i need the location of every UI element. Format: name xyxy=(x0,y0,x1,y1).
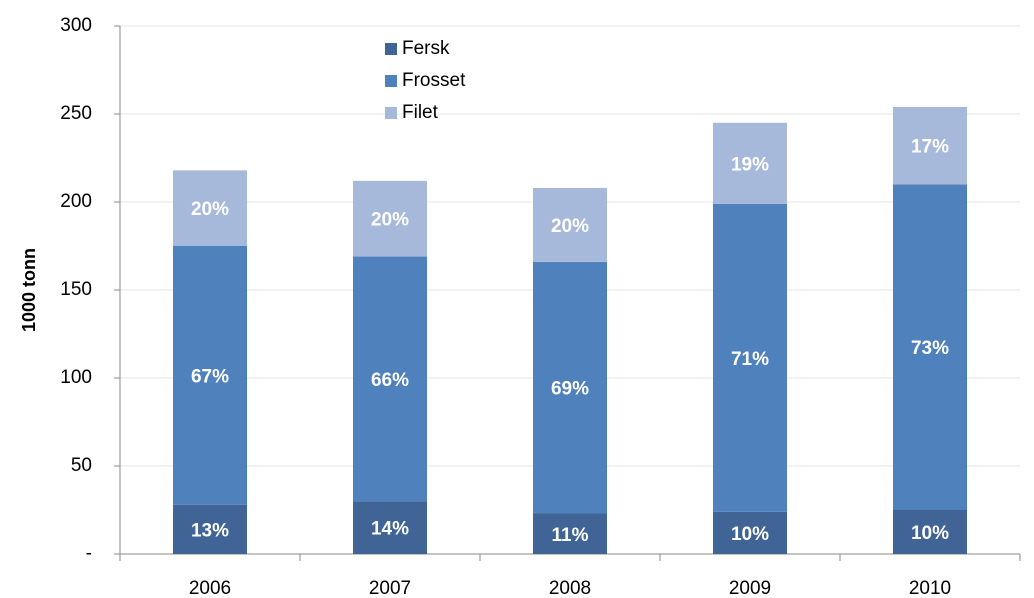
value-label: 10% xyxy=(731,524,769,545)
value-label: 73% xyxy=(911,338,949,359)
legend-label: Filet xyxy=(402,102,439,123)
x-tick-label: 2007 xyxy=(369,578,411,598)
bar-segment xyxy=(533,513,607,554)
value-label: 10% xyxy=(911,523,949,544)
legend-swatch xyxy=(385,107,397,119)
bar-segment xyxy=(353,256,427,502)
value-label: 20% xyxy=(371,210,409,231)
y-tick-label: 100 xyxy=(60,367,92,388)
bar-segment xyxy=(893,106,967,185)
bar-segment xyxy=(353,501,427,554)
value-label: 66% xyxy=(371,370,409,391)
bar-segment xyxy=(533,187,607,262)
y-tick-label: 300 xyxy=(60,15,92,36)
x-tick-label: 2009 xyxy=(729,578,771,598)
y-axis-label: 1000 tonn xyxy=(19,248,39,332)
value-label: 20% xyxy=(191,199,229,220)
bar-segment xyxy=(713,203,787,512)
value-label: 17% xyxy=(911,137,949,158)
value-label: 11% xyxy=(552,525,589,546)
value-label: 67% xyxy=(191,366,229,387)
y-tick-label: 200 xyxy=(60,191,92,212)
bar-segment xyxy=(173,504,247,554)
legend-label: Frosset xyxy=(402,70,466,91)
bar-segment xyxy=(713,511,787,554)
value-label: 13% xyxy=(191,520,229,541)
legend-swatch xyxy=(385,75,397,87)
x-tick-label: 2006 xyxy=(189,578,231,598)
value-label: 14% xyxy=(371,519,409,540)
y-tick-label: - xyxy=(86,543,92,564)
y-tick-label: 250 xyxy=(60,103,92,124)
value-label: 69% xyxy=(551,379,589,400)
bar-segment xyxy=(173,170,247,246)
bar-segment xyxy=(353,180,427,257)
x-tick-label: 2008 xyxy=(549,578,591,598)
bar-segment xyxy=(713,122,787,204)
y-tick-label: 150 xyxy=(60,279,92,300)
bar-segment xyxy=(533,261,607,514)
y-tick-label: 50 xyxy=(71,455,92,476)
bar-segment xyxy=(893,510,967,554)
bar-segment xyxy=(173,246,247,505)
legend-swatch xyxy=(385,43,397,55)
bar-segment xyxy=(893,184,967,510)
value-label: 19% xyxy=(731,154,769,175)
value-label: 71% xyxy=(731,349,769,370)
value-label: 20% xyxy=(551,216,589,237)
legend-label: Fersk xyxy=(402,38,450,59)
x-tick-label: 2010 xyxy=(909,578,951,598)
